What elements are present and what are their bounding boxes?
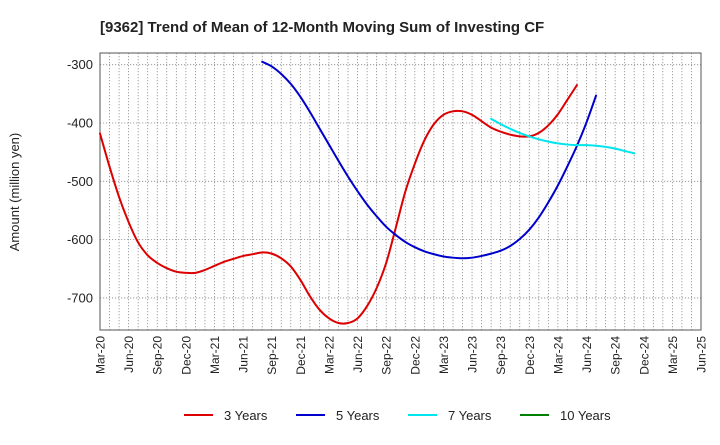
x-tick-label: Dec-24 bbox=[637, 336, 651, 375]
x-tick-label: Jun-21 bbox=[237, 336, 251, 373]
plot-area: -300 -400 -500 -600 -700 Mar-20 Jun-20 Sep-20 De… bbox=[67, 52, 709, 375]
x-tick-label: Jun-25 bbox=[695, 336, 709, 373]
series-line-7-years bbox=[490, 117, 636, 155]
x-tick-label: Sep-23 bbox=[494, 336, 508, 375]
series-line-3-years bbox=[99, 84, 578, 325]
chart-title: [9362] Trend of Mean of 12-Month Moving … bbox=[100, 19, 544, 36]
y-tick-label: -600 bbox=[67, 232, 93, 247]
y-tick-label: -500 bbox=[67, 174, 93, 189]
x-tick-label: Jun-23 bbox=[466, 336, 480, 373]
y-tick-label: -400 bbox=[67, 115, 93, 130]
x-tick-label: Mar-25 bbox=[666, 336, 680, 374]
legend-label-10-years: 10 Years bbox=[560, 408, 611, 423]
x-tick-label: Sep-22 bbox=[380, 336, 394, 375]
y-tick-label: -300 bbox=[67, 57, 93, 72]
x-tick-label: Sep-20 bbox=[151, 336, 165, 375]
legend-label-3-years: 3 Years bbox=[224, 408, 268, 423]
x-tick-label: Sep-24 bbox=[609, 336, 623, 375]
x-tick-label: Dec-20 bbox=[179, 336, 193, 375]
x-tick-label: Mar-22 bbox=[322, 336, 336, 374]
legend-label-5-years: 5 Years bbox=[336, 408, 380, 423]
x-tick-label: Mar-24 bbox=[551, 336, 565, 374]
plot-frame bbox=[99, 52, 702, 331]
x-tick-label: Mar-23 bbox=[437, 336, 451, 374]
y-tick-label: -700 bbox=[67, 290, 93, 305]
y-axis-label: Amount (million yen) bbox=[7, 133, 22, 252]
legend: 3 Years 5 Years 7 Years 10 Years bbox=[184, 408, 611, 423]
x-tick-label: Mar-21 bbox=[208, 336, 222, 374]
legend-label-7-years: 7 Years bbox=[448, 408, 492, 423]
series-line-5-years bbox=[261, 60, 598, 260]
x-tick-label: Mar-20 bbox=[94, 336, 108, 374]
x-tick-label: Jun-20 bbox=[122, 336, 136, 373]
plot-background bbox=[100, 53, 701, 330]
x-tick-label: Jun-24 bbox=[580, 336, 594, 373]
x-tick-label: Sep-21 bbox=[265, 336, 279, 375]
x-tick-label: Dec-22 bbox=[408, 336, 422, 375]
x-tick-label: Dec-23 bbox=[523, 336, 537, 375]
x-tick-label: Dec-21 bbox=[294, 336, 308, 375]
x-tick-label: Jun-22 bbox=[351, 336, 365, 373]
